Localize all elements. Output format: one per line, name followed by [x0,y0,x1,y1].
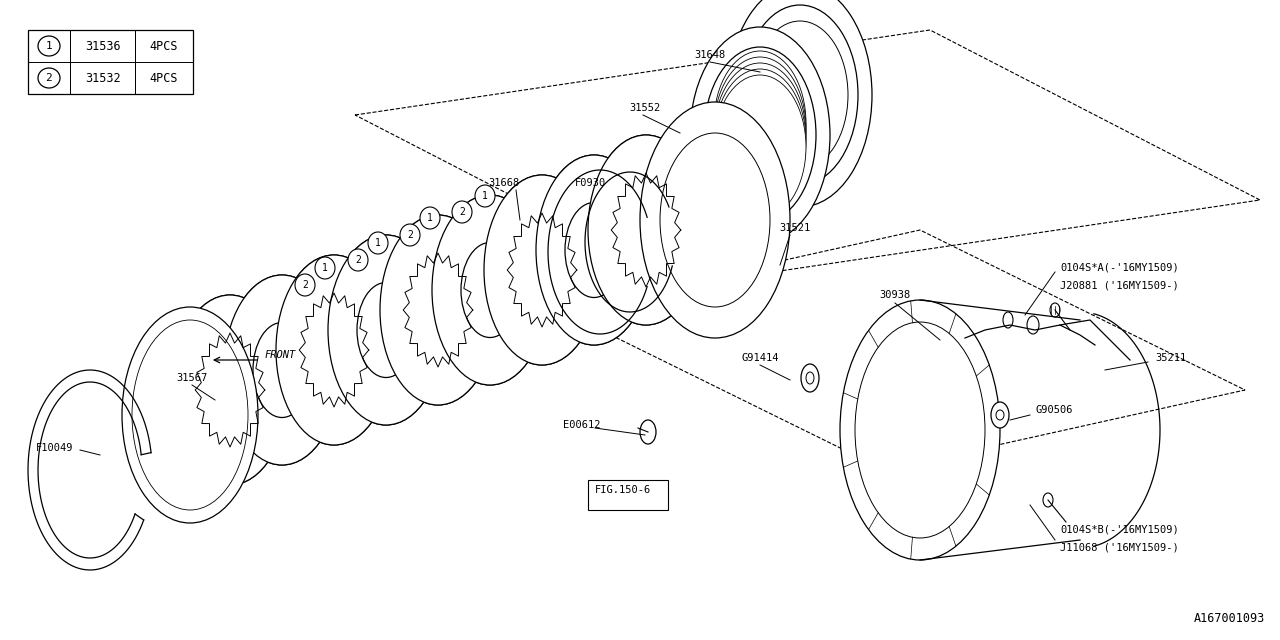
Ellipse shape [806,372,814,384]
Ellipse shape [315,257,335,279]
Text: J11068 ('16MY1509-): J11068 ('16MY1509-) [1060,542,1179,552]
Text: 1: 1 [323,263,328,273]
Ellipse shape [484,175,600,365]
Ellipse shape [690,27,829,243]
Ellipse shape [348,249,369,271]
Text: 31552: 31552 [630,103,660,113]
Ellipse shape [475,185,495,207]
Ellipse shape [1050,303,1060,317]
Text: 1: 1 [46,41,52,51]
Text: 0104S*B(-'16MY1509): 0104S*B(-'16MY1509) [1060,525,1179,535]
Text: FIG.150-6: FIG.150-6 [595,485,652,495]
Ellipse shape [704,47,817,223]
Ellipse shape [640,102,790,338]
Text: G90506: G90506 [1036,405,1073,415]
Bar [588,480,668,510]
Ellipse shape [753,21,849,169]
Text: 1: 1 [428,213,433,223]
Ellipse shape [714,69,806,213]
Ellipse shape [369,232,388,254]
Ellipse shape [328,235,444,425]
Text: FRONT: FRONT [265,350,296,360]
Text: 2: 2 [302,280,308,290]
Text: 4PCS: 4PCS [150,72,178,84]
Bar [28,30,193,94]
Ellipse shape [1043,493,1053,507]
Text: 31567: 31567 [177,373,207,383]
Ellipse shape [461,243,518,337]
Ellipse shape [714,51,806,195]
Text: 2: 2 [407,230,413,240]
Text: 35211: 35211 [1155,353,1187,363]
Ellipse shape [640,420,657,444]
Ellipse shape [253,323,311,417]
Ellipse shape [714,63,806,207]
Ellipse shape [714,75,806,219]
Ellipse shape [132,320,248,510]
Text: 1: 1 [375,238,381,248]
Text: 31668: 31668 [489,178,520,188]
Ellipse shape [536,155,652,345]
Text: A167001093: A167001093 [1194,612,1265,625]
Ellipse shape [122,307,259,523]
Ellipse shape [357,282,415,378]
Ellipse shape [380,215,497,405]
Text: 1: 1 [483,191,488,201]
Text: 30938: 30938 [879,290,910,300]
Ellipse shape [588,135,704,325]
Text: 2: 2 [46,73,52,83]
Ellipse shape [433,195,548,385]
Ellipse shape [855,322,986,538]
Ellipse shape [801,364,819,392]
Ellipse shape [399,224,420,246]
Ellipse shape [660,133,771,307]
Ellipse shape [420,207,440,229]
Ellipse shape [991,402,1009,428]
Text: 31521: 31521 [780,223,810,233]
Ellipse shape [564,202,623,298]
Text: F10049: F10049 [36,443,74,453]
Text: 4PCS: 4PCS [150,40,178,52]
Text: 31532: 31532 [84,72,120,84]
Ellipse shape [742,5,858,185]
Ellipse shape [276,255,392,445]
Ellipse shape [996,410,1004,420]
Ellipse shape [714,57,806,201]
Text: 0104S*A(-'16MY1509): 0104S*A(-'16MY1509) [1060,263,1179,273]
Text: 2: 2 [460,207,465,217]
Text: 31536: 31536 [84,40,120,52]
Text: F0930: F0930 [575,178,607,188]
Ellipse shape [294,274,315,296]
Text: 31648: 31648 [694,50,726,60]
Text: J20881 ('16MY1509-): J20881 ('16MY1509-) [1060,280,1179,290]
Ellipse shape [224,275,340,465]
Text: E00612: E00612 [562,420,600,430]
Ellipse shape [172,295,288,485]
Ellipse shape [840,300,1000,560]
Ellipse shape [728,0,872,207]
Text: 2: 2 [355,255,361,265]
Text: G91414: G91414 [741,353,778,363]
Ellipse shape [452,201,472,223]
